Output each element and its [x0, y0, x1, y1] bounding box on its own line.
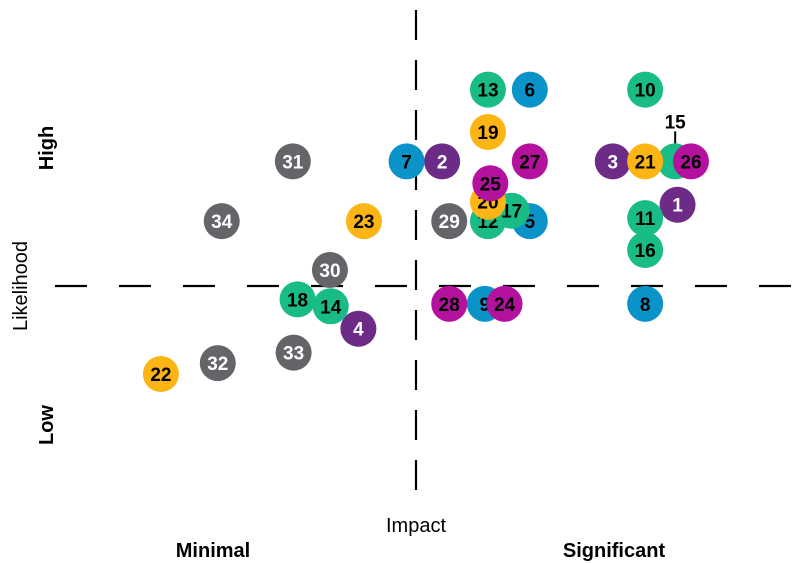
risk-point-marker: [431, 203, 468, 240]
risk-point-label: 3: [607, 152, 618, 173]
risk-point-label: 25: [480, 174, 502, 195]
risk-point-label: 8: [640, 295, 651, 316]
risk-point-marker: [511, 71, 548, 108]
risk-point-label: 4: [353, 320, 364, 341]
risk-point-marker: [275, 334, 312, 371]
risk-point-marker: [672, 143, 709, 180]
risk-point-marker: [594, 143, 631, 180]
risk-point-marker: [469, 71, 506, 108]
risk-point-4: 4: [340, 310, 377, 347]
risk-point-marker: [486, 285, 523, 322]
risk-point-label: 23: [353, 212, 374, 233]
risk-point-marker: [469, 114, 506, 151]
risk-point-marker: [627, 232, 664, 269]
risk-point-label: 26: [680, 152, 701, 173]
risk-point-label: 14: [320, 297, 342, 318]
risk-point-label: 19: [477, 123, 498, 144]
risk-point-marker: [203, 203, 240, 240]
risk-point-label: 16: [635, 241, 656, 262]
risk-point-23: 23: [345, 203, 382, 240]
risk-point-31: 31: [274, 143, 311, 180]
risk-point-label: 33: [283, 344, 304, 365]
risk-point-10: 10: [627, 71, 664, 108]
risk-point-marker: [388, 143, 425, 180]
risk-point-1: 1: [659, 186, 696, 223]
risk-point-26: 26: [672, 143, 709, 180]
risk-point-label: 31: [282, 152, 304, 173]
risk-point-label: 22: [150, 365, 171, 386]
risk-point-label: 1: [672, 196, 683, 217]
risk-point-2: 2: [424, 143, 461, 180]
risk-point-label: 21: [635, 152, 657, 173]
y-axis-label: Likelihood: [10, 241, 32, 331]
risk-point-label: 28: [439, 295, 460, 316]
risk-point-32: 32: [199, 345, 236, 382]
points-layer: 12 34567891011121314151617181920212223242…: [142, 71, 709, 393]
risk-point-label: 5: [525, 212, 536, 233]
risk-point-24: 24: [486, 285, 523, 322]
risk-point-marker: [627, 285, 664, 322]
risk-point-18: 18: [279, 281, 316, 318]
risk-point-label: 6: [525, 81, 536, 102]
y-low-label: Low: [36, 405, 58, 445]
risk-point-label: 32: [207, 354, 228, 375]
risk-point-34: 34: [203, 203, 240, 240]
risk-point-25: 25: [472, 165, 509, 202]
risk-point-label: 18: [287, 290, 308, 311]
risk-point-marker: [627, 71, 664, 108]
risk-point-22: 22: [142, 356, 179, 393]
x-low-label: Minimal: [176, 540, 250, 562]
risk-point-11: 11: [627, 200, 664, 237]
risk-point-label: 7: [401, 152, 412, 173]
risk-point-label: 24: [494, 295, 516, 316]
risk-point-29: 29: [431, 203, 468, 240]
risk-point-label: 15: [665, 112, 687, 133]
risk-point-marker: [199, 345, 236, 382]
risk-point-7: 7: [388, 143, 425, 180]
risk-point-label: 9: [480, 295, 491, 316]
risk-point-3: 3: [594, 143, 631, 180]
risk-point-33: 33: [275, 334, 312, 371]
risk-point-label: 10: [635, 81, 656, 102]
x-high-label: Significant: [563, 540, 666, 562]
risk-point-14: 14: [312, 288, 349, 325]
risk-point-16: 16: [627, 232, 664, 269]
risk-point-label: 34: [211, 212, 233, 233]
risk-point-30: 30: [311, 251, 348, 288]
risk-point-label: 29: [439, 212, 460, 233]
risk-point-8: 8: [627, 285, 664, 322]
risk-point-label: 27: [519, 152, 540, 173]
risk-point-19: 19: [469, 114, 506, 151]
risk-point-27: 27: [511, 143, 548, 180]
risk-point-label: 11: [635, 209, 656, 230]
risk-point-label: 2: [437, 152, 448, 173]
risk-point-marker: [345, 203, 382, 240]
risk-point-label: 13: [477, 81, 498, 102]
risk-point-marker: [627, 143, 664, 180]
risk-point-label: 30: [319, 261, 340, 282]
risk-point-13: 13: [469, 71, 506, 108]
risk-point-marker: [340, 310, 377, 347]
risk-point-6: 6: [511, 71, 548, 108]
risk-point-marker: [279, 281, 316, 318]
risk-point-marker: [312, 288, 349, 325]
risk-point-marker: [424, 143, 461, 180]
risk-point-marker: [472, 165, 509, 202]
risk-point-marker: [274, 143, 311, 180]
risk-point-marker: [511, 143, 548, 180]
risk-point-marker: [431, 285, 468, 322]
risk-point-28: 28: [431, 285, 468, 322]
x-axis-label: Impact: [386, 515, 446, 537]
risk-point-marker: [659, 186, 696, 223]
risk-point-marker: [142, 356, 179, 393]
y-high-label: High: [36, 126, 58, 170]
risk-point-marker: [311, 251, 348, 288]
risk-point-label: 17: [501, 202, 522, 223]
risk-point-21: 21: [627, 143, 664, 180]
risk-point-marker: [627, 200, 664, 237]
